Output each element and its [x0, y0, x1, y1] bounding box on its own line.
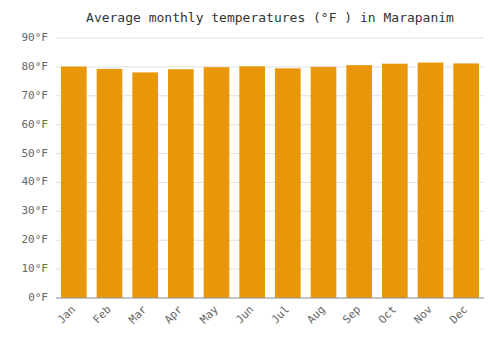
x-tick-label: Feb	[90, 303, 113, 326]
y-tick-label: 70°F	[22, 89, 49, 102]
x-tick-label: Aug	[304, 303, 327, 326]
bar	[61, 67, 87, 298]
y-tick-label: 80°F	[22, 60, 49, 73]
y-grid	[56, 38, 484, 298]
grid-line	[56, 298, 484, 299]
bar	[418, 63, 444, 298]
title: Average monthly temperatures (°F ) in Ma…	[86, 10, 454, 25]
y-tick-label: 10°F	[22, 262, 49, 275]
x-tick-label: Jan	[55, 303, 78, 326]
x-tick-label: Apr	[162, 303, 186, 327]
x-tick-label: Jul	[269, 303, 292, 326]
bar	[453, 63, 479, 298]
bar	[97, 69, 123, 298]
bar	[239, 66, 265, 298]
grid-line	[56, 38, 484, 39]
x-tick-label: Mar	[126, 303, 150, 327]
x-tick-label: Dec	[447, 303, 470, 326]
bar	[346, 65, 372, 298]
chart-container: 0°F 10°F 20°F 30°F 40°F 50°F 60°F 70°F 80°F 90°F J…	[0, 0, 500, 350]
chart: 0°F 10°F 20°F 30°F 40°F 50°F 60°F 70°F 80°F 90°F J…	[0, 0, 500, 350]
x-tick-label: Jun	[233, 303, 256, 326]
x-tick-label: Nov	[411, 303, 435, 327]
bar	[311, 67, 337, 298]
y-tick-label: 60°F	[22, 118, 49, 131]
y-tick-label: 50°F	[22, 147, 49, 160]
bar	[204, 67, 230, 298]
y-tick-label: 20°F	[22, 233, 49, 246]
y-tick-label: 0°F	[28, 291, 48, 304]
y-tick-label: 40°F	[22, 175, 49, 188]
x-tick-label: Sep	[340, 303, 363, 326]
y-tick-label: 30°F	[22, 204, 49, 217]
bar	[275, 68, 301, 298]
x-axis: Jan Feb Mar Apr May Jun Jul Aug Sep Oct Nov Dec	[55, 303, 471, 327]
bar	[132, 72, 158, 298]
bar	[382, 64, 408, 298]
x-axis-line	[56, 298, 484, 299]
y-axis: 0°F 10°F 20°F 30°F 40°F 50°F 60°F 70°F 80°F 90°F	[22, 31, 49, 304]
bar	[168, 69, 194, 298]
x-tick-label: Oct	[376, 303, 399, 326]
bars	[61, 63, 479, 298]
y-tick-label: 90°F	[22, 31, 49, 44]
x-tick-label: May	[197, 303, 221, 327]
